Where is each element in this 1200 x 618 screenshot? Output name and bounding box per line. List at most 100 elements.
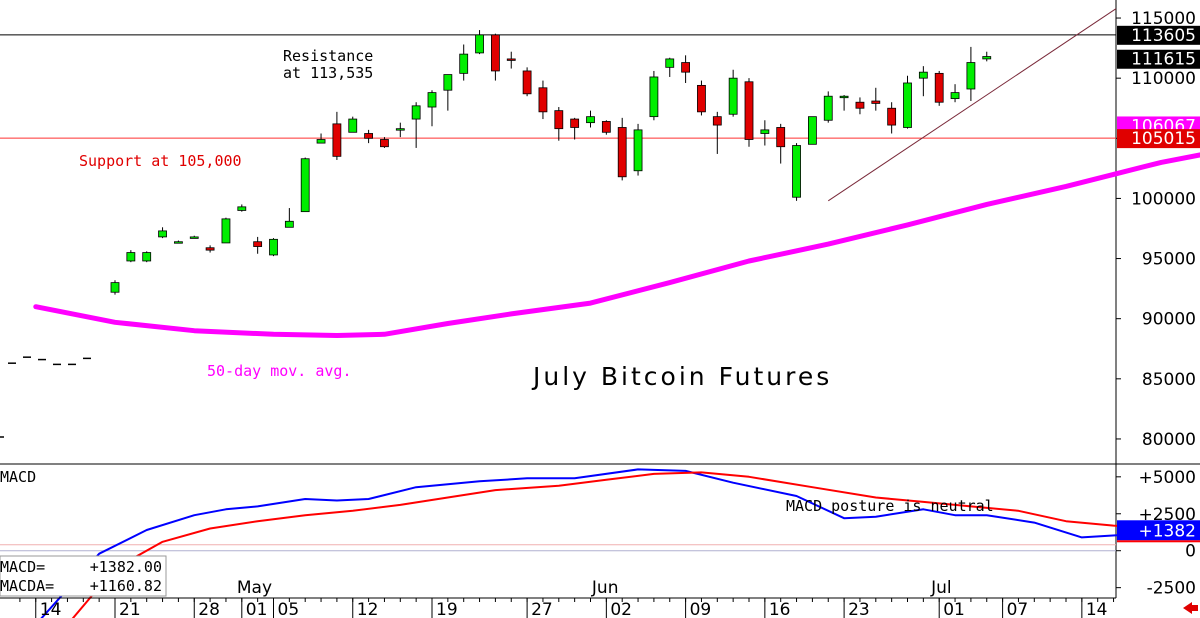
candle-body-up [158,230,167,238]
candle-body-up [142,252,152,262]
chart-title: July Bitcoin Futures [531,362,832,391]
scroll-left-arrow-icon[interactable] [1183,602,1198,614]
candle-body-down [887,107,897,126]
candle [142,251,152,263]
x-day-label: 16 [769,600,791,618]
candle [411,102,421,148]
candle [269,238,278,257]
candle-body-up [459,53,469,74]
macda-readout-name: MACDA= [0,577,54,595]
candle [332,111,342,160]
candle [934,70,944,106]
support-label: Support at 105,000 [79,152,242,170]
candle-body-up [633,129,643,172]
candle-body-down [744,81,754,140]
macda-readout-value: +1160.82 [90,577,162,595]
candle-body-up [427,92,437,108]
price-tag-box [1117,49,1200,69]
candle-body-up [808,116,817,145]
moving-average-label: 50-day mov. avg. [207,362,352,380]
candle-body-up [665,58,675,68]
macd-posture-label: MACD posture is neutral [786,497,994,515]
x-day-label: 14 [40,600,62,618]
candle [601,120,611,135]
candle-body-up [823,95,833,121]
candle-body-up [903,82,912,128]
candle [617,117,627,181]
candle-body-down [205,247,215,251]
x-day-label: 21 [119,600,141,618]
candle-body-down [712,116,722,126]
candle [300,157,310,213]
candle-body-up [839,95,849,99]
macd-ytick-label: -2500 [1147,579,1196,599]
macd-value-tag-box [1117,520,1200,541]
macd-value-tag-label: +1382 [1138,521,1196,541]
candle-body-up [316,139,326,144]
candle [712,111,722,154]
candle-body-down [601,121,611,133]
macda-value-tag-stripe [1117,540,1200,543]
candle-body-down [364,133,374,139]
candle-body-up [918,71,928,79]
candle-body-up [950,92,960,100]
price-ytick-label: 115000 [1131,9,1196,29]
candle [586,110,595,128]
macd-readout-name: MACD= [0,558,45,576]
candle [348,116,358,133]
candle [728,69,738,117]
price-ytick-label: 110000 [1131,69,1196,89]
candle-body-up [173,241,183,244]
candle [792,143,801,201]
candle-body-up [586,116,595,124]
x-day-label: 12 [357,600,379,618]
x-day-label: 05 [278,600,300,618]
candle [871,87,881,111]
candle [475,30,484,55]
price-tag-label: 111615 [1131,50,1196,70]
macd-readout-value: +1382.00 [90,558,162,576]
candle [443,74,453,111]
candle [126,250,136,263]
candle-body-up [443,74,453,91]
macd-ytick-label: +5000 [1138,468,1196,488]
candle-body-up [348,118,358,133]
candle [633,123,643,176]
x-day-label: 23 [848,600,870,618]
candle-body-down [490,34,500,72]
candle [316,133,326,144]
macd-pane-title: MACD [0,468,36,486]
candle [649,70,659,121]
macd-pane: +5000 +2500 0 -2500 +1382 [0,468,1200,618]
moving-average-line [33,152,1200,338]
candle-body-down [506,58,516,61]
candle-body-down [554,110,564,130]
x-day-label: 09 [690,600,712,618]
x-month-label: Jul [930,578,952,598]
candle [459,44,469,81]
candle-body-up [982,56,992,60]
price-ytick-label: 90000 [1142,310,1196,330]
x-month-label: Jun [591,578,619,598]
price-tag-label: 113605 [1131,26,1196,46]
candle [744,78,754,147]
candle [982,51,992,62]
candle [427,90,437,127]
candle [855,97,865,115]
candle [839,95,849,111]
candle [205,245,215,253]
candle-body-up [300,158,310,213]
candle [697,80,706,116]
candle-body-down [855,101,865,109]
candle-body-up [237,206,247,211]
candle-body-down [776,127,786,148]
candle-body-down [253,241,263,247]
candle [823,91,833,123]
candle-body-down [332,123,342,157]
candle-body-up [728,77,738,115]
candle [506,51,516,69]
candle-body-down [570,118,580,128]
candle-body-up [966,62,976,90]
